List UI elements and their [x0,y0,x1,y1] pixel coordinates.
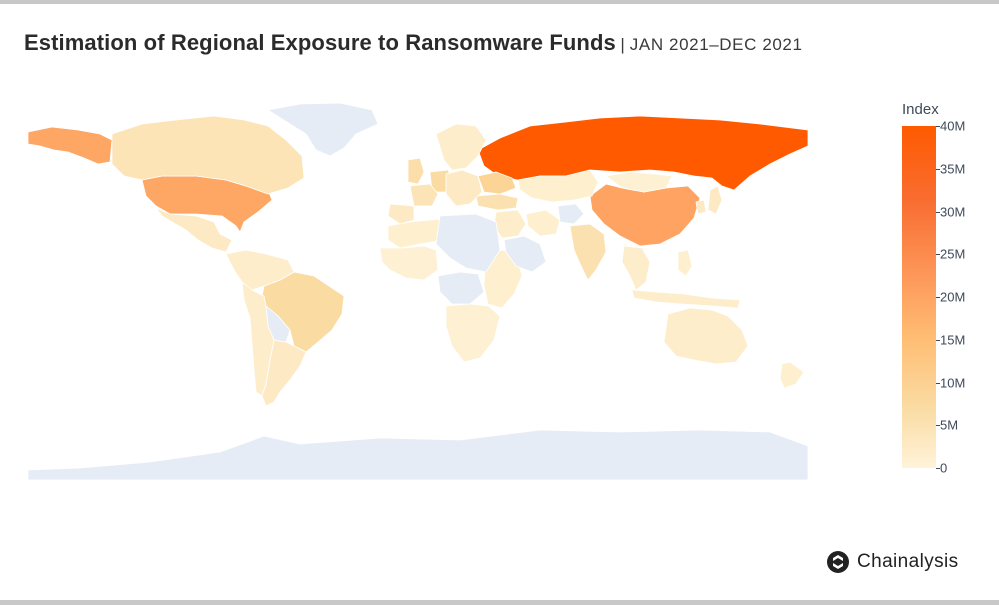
colorbar-tick-mark [936,382,940,384]
colorbar-gradient [902,126,936,468]
country-turkey[interactable] [475,193,519,211]
colorbar-tick-mark [936,126,940,127]
country-peru-chile[interactable] [241,281,275,397]
country-middle-east[interactable] [493,209,527,239]
colorbar-tick-label: 35M [940,161,966,177]
country-sahara[interactable] [435,213,501,273]
country-afghanistan[interactable] [557,203,585,225]
country-mexico[interactable] [155,207,233,253]
country-australia[interactable] [663,307,749,365]
country-central-europe[interactable] [445,169,483,207]
colorbar-tick-label: 30M [940,204,966,219]
country-greenland[interactable] [267,102,379,157]
title-separator: | [620,35,626,54]
country-spain[interactable] [387,203,415,225]
colorbar-tick-label: 20M [940,289,966,305]
colorbar-tick-label: 40M [940,118,966,134]
colorbar-title: Index [902,101,939,118]
colorbar-tick-mark [936,425,940,427]
colorbar-tick-label: 5M [940,417,959,433]
country-antarctica[interactable] [27,429,809,481]
country-southern-africa[interactable] [445,303,501,363]
chainalysis-logo-icon [827,551,849,573]
country-indonesia[interactable] [631,289,741,309]
colorbar-tick-mark [936,297,940,298]
brand-name: Chainalysis [857,551,959,572]
country-arabian-peninsula[interactable] [503,235,547,273]
colorbar-tick-mark [936,339,940,341]
brand-logo: Chainalysis [826,549,959,575]
country-layer [27,102,809,481]
country-nordics[interactable] [435,123,487,171]
country-mongolia[interactable] [605,171,673,193]
country-philippines[interactable] [677,249,693,277]
country-new-zealand[interactable] [779,361,805,389]
country-iran[interactable] [525,209,561,237]
chart-header: Estimation of Regional Exposure to Ranso… [24,30,803,56]
country-ukraine[interactable] [477,171,517,195]
country-united-kingdom[interactable] [407,157,425,185]
colorbar-tick-mark [936,254,940,256]
country-china[interactable] [589,183,701,247]
country-kazakhstan[interactable] [517,169,599,203]
country-south-korea[interactable] [695,199,707,215]
country-southeast-asia[interactable] [621,245,651,291]
country-alaska[interactable] [27,126,113,165]
country-congo-basin[interactable] [437,271,485,305]
chart-title: Estimation of Regional Exposure to Ranso… [24,30,616,55]
colorbar-tick-mark [936,211,940,213]
country-bolivia[interactable] [265,305,291,343]
country-france[interactable] [409,183,439,207]
colorbar-tick-mark [936,468,940,469]
colorbar-tick-mark [936,168,940,170]
country-colombia-venezuela[interactable] [225,249,295,291]
bottom-border [0,600,999,605]
country-japan[interactable] [707,185,723,215]
chart-subtitle: JAN 2021–DEC 2021 [629,35,803,54]
country-canada[interactable] [111,115,305,195]
country-india[interactable] [569,223,607,281]
colorbar-tick-label: 25M [940,246,966,262]
country-west-africa[interactable] [379,245,439,281]
colorbar-tick-label: 0 [940,460,948,476]
top-border [0,0,999,4]
colorbar-tick-label: 15M [940,332,966,348]
colorbar-tick-label: 10M [940,375,966,390]
